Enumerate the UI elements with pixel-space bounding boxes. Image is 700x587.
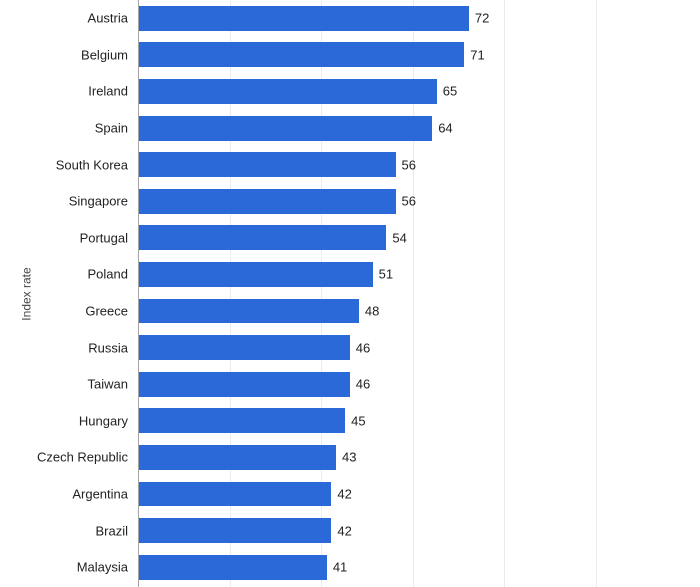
bar	[139, 299, 359, 324]
category-label: Czech Republic	[37, 450, 138, 465]
bar-row: Czech Republic43	[138, 439, 674, 476]
value-label: 42	[331, 523, 351, 538]
category-label: Malaysia	[77, 560, 138, 575]
y-axis-line	[138, 0, 139, 587]
bar	[139, 262, 373, 287]
category-label: Taiwan	[88, 377, 138, 392]
bar-row: Argentina42	[138, 476, 674, 513]
bar	[139, 372, 350, 397]
y-axis-title: Index rate	[20, 267, 34, 320]
index-rate-bar-chart: Index rate Austria72Belgium71Ireland65Sp…	[0, 0, 700, 587]
bar-row: Brazil42	[138, 512, 674, 549]
value-label: 72	[469, 11, 489, 26]
bar	[139, 116, 432, 141]
bar	[139, 445, 336, 470]
bar-row: Russia46	[138, 329, 674, 366]
value-label: 56	[396, 194, 416, 209]
plot-area: Austria72Belgium71Ireland65Spain64South …	[138, 0, 674, 587]
bar-row: Spain64	[138, 110, 674, 147]
bar-row: Ireland65	[138, 73, 674, 110]
category-label: Argentina	[72, 487, 138, 502]
value-label: 43	[336, 450, 356, 465]
bar-row: Taiwan46	[138, 366, 674, 403]
bar	[139, 335, 350, 360]
category-label: Portugal	[80, 230, 138, 245]
bar	[139, 518, 331, 543]
category-label: Austria	[88, 11, 138, 26]
bar	[139, 189, 396, 214]
bar	[139, 79, 437, 104]
bar	[139, 408, 345, 433]
value-label: 51	[373, 267, 393, 282]
category-label: South Korea	[56, 157, 138, 172]
bar-row: South Korea56	[138, 146, 674, 183]
bar	[139, 42, 464, 67]
value-label: 41	[327, 560, 347, 575]
category-label: Belgium	[81, 47, 138, 62]
category-label: Greece	[85, 304, 138, 319]
category-label: Russia	[88, 340, 138, 355]
value-label: 71	[464, 47, 484, 62]
value-label: 42	[331, 487, 351, 502]
bar-row: Austria72	[138, 0, 674, 37]
bar-row: Hungary45	[138, 403, 674, 440]
bar-row: Malaysia41	[138, 549, 674, 586]
value-label: 45	[345, 413, 365, 428]
category-label: Spain	[95, 121, 138, 136]
bar-row: Greece48	[138, 293, 674, 330]
value-label: 65	[437, 84, 457, 99]
bar	[139, 152, 396, 177]
value-label: 46	[350, 377, 370, 392]
category-label: Hungary	[79, 413, 138, 428]
bar	[139, 555, 327, 580]
bar	[139, 225, 386, 250]
value-label: 64	[432, 121, 452, 136]
value-label: 54	[386, 230, 406, 245]
category-label: Singapore	[69, 194, 138, 209]
bar-row: Poland51	[138, 256, 674, 293]
category-label: Poland	[88, 267, 138, 282]
value-label: 46	[350, 340, 370, 355]
category-label: Ireland	[88, 84, 138, 99]
bar	[139, 482, 331, 507]
bar-row: Portugal54	[138, 220, 674, 257]
bar-row: Singapore56	[138, 183, 674, 220]
value-label: 48	[359, 304, 379, 319]
bar	[139, 6, 469, 31]
category-label: Brazil	[95, 523, 138, 538]
bar-row: Belgium71	[138, 37, 674, 74]
value-label: 56	[396, 157, 416, 172]
